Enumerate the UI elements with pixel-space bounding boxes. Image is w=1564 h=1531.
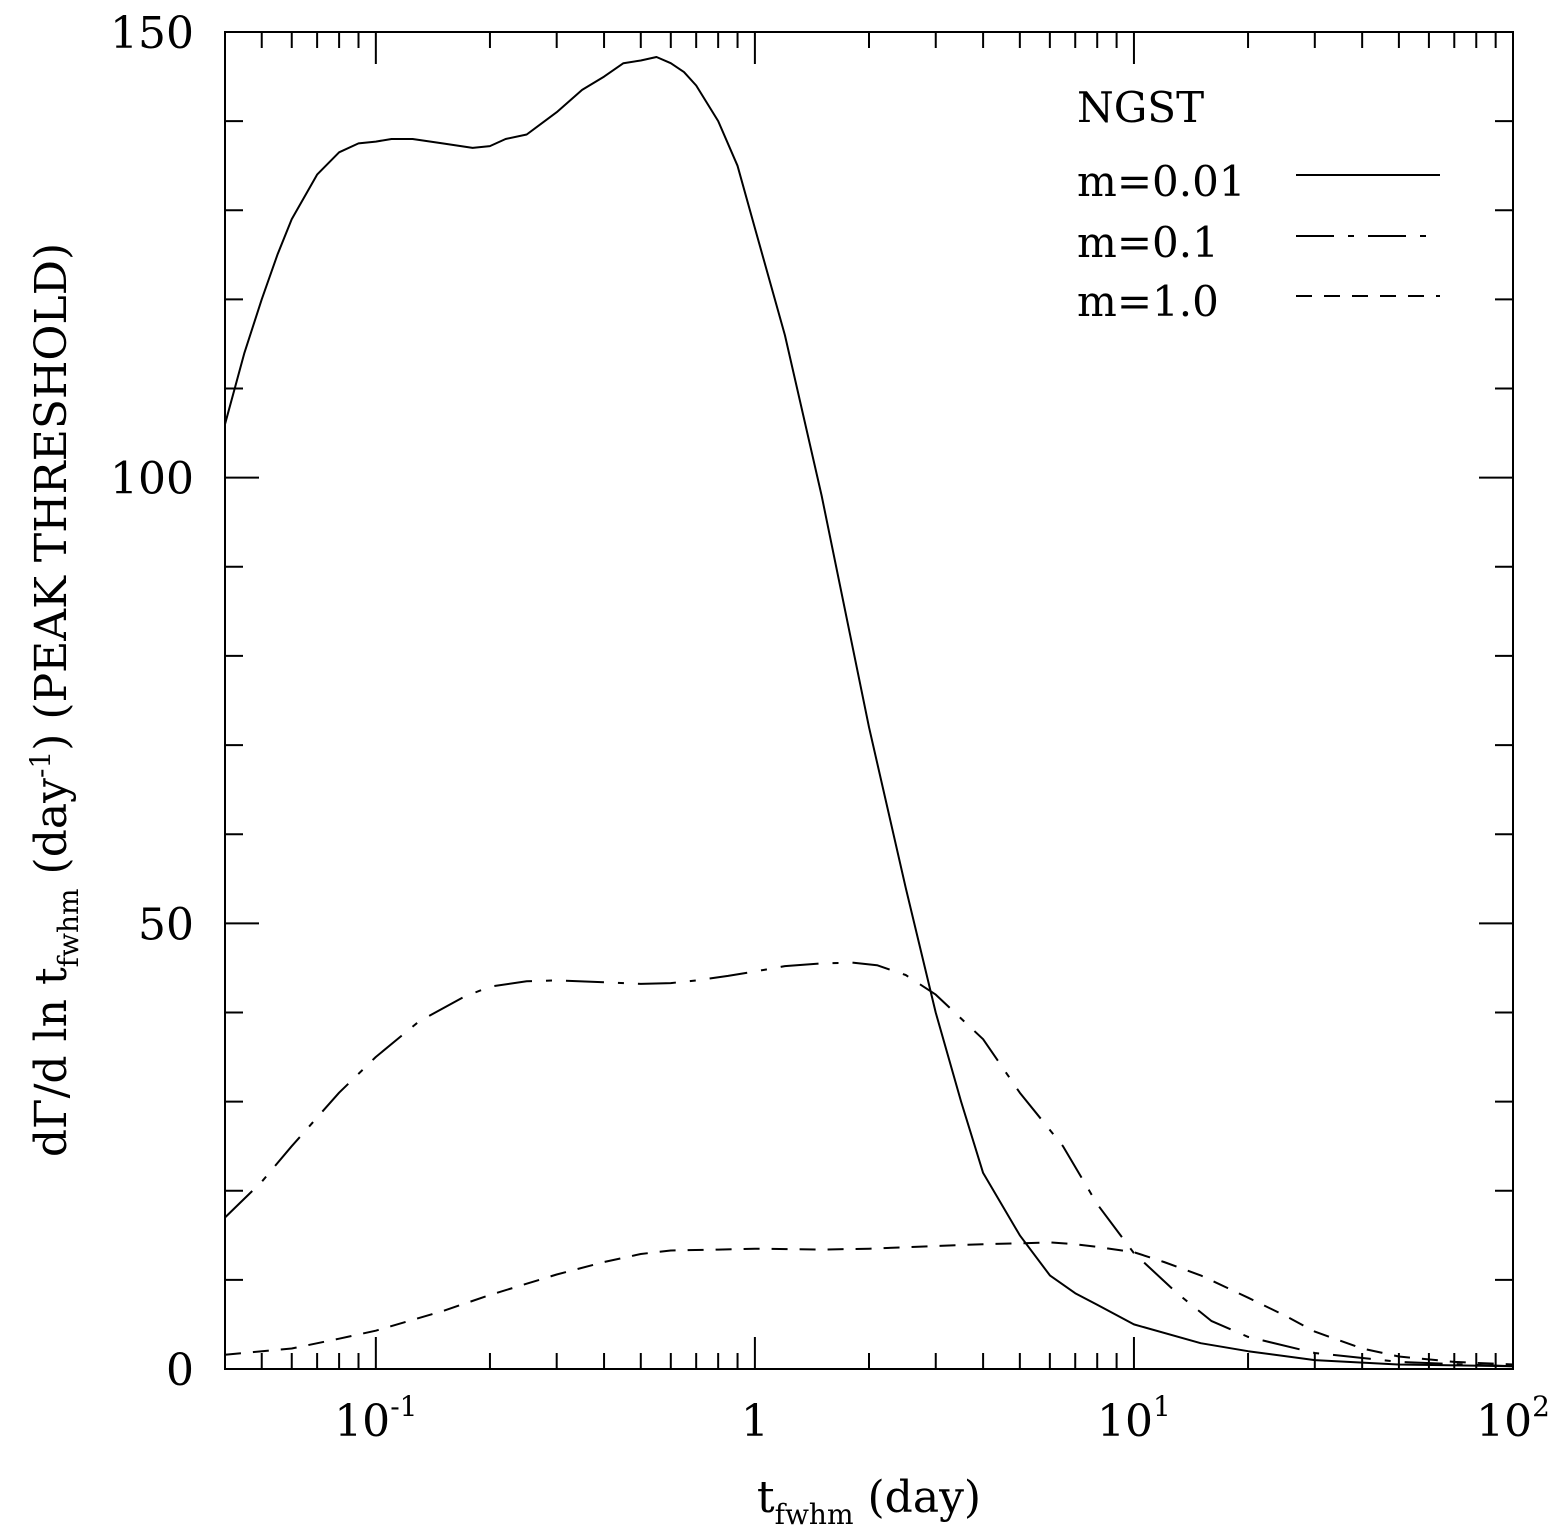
- x-tick-label-base: 10: [1476, 1396, 1532, 1447]
- y-tick-label: 50: [138, 899, 194, 950]
- x-tick-label-exp: 1: [1153, 1390, 1171, 1423]
- y-axis-label: dΓ/d ln tfwhm (day-1) (PEAK THRESHOLD): [24, 243, 85, 1157]
- y-tick-label: 100: [110, 454, 194, 505]
- series-line-1: [224, 961, 1514, 1368]
- x-tick-labels: 10-1 1 101 102: [334, 1390, 1550, 1447]
- series-line-0: [224, 56, 1514, 1368]
- x-tick-label-base: 10: [1097, 1396, 1153, 1447]
- x-axis-label-rest: (day): [854, 1472, 982, 1523]
- x-tick-label: 10-1: [334, 1390, 417, 1447]
- x-tick-label-exp: -1: [390, 1390, 417, 1423]
- series-line-2: [224, 1241, 1514, 1366]
- x-axis-label-sub: fwhm: [775, 1498, 854, 1531]
- minor-ticks: [224, 32, 1513, 1369]
- y-tick-label: 150: [110, 8, 194, 59]
- legend: m=0.01 m=0.1 m=1.0: [1077, 157, 1440, 326]
- legend-label-0: m=0.01: [1077, 157, 1246, 206]
- x-tick-label-base: 1: [741, 1396, 769, 1447]
- y-axis-label-main: dΓ/d ln t: [26, 967, 77, 1157]
- y-axis-label-sup: -1: [24, 751, 57, 778]
- x-tick-label-base: 10: [334, 1396, 390, 1447]
- legend-label-1: m=0.1: [1077, 218, 1219, 267]
- y-axis-label-rest: ) (PEAK THRESHOLD): [26, 243, 77, 751]
- y-axis-label-mid: (day: [26, 778, 77, 889]
- x-tick-label-exp: 2: [1532, 1390, 1550, 1423]
- x-axis-label-main: t: [757, 1472, 775, 1523]
- annotation-ngst: NGST: [1077, 83, 1204, 132]
- y-axis-label-sub: fwhm: [52, 888, 85, 967]
- legend-label-2: m=1.0: [1077, 277, 1219, 326]
- y-tick-labels: 0 50 100 150: [110, 8, 194, 1396]
- major-ticks: [225, 31, 1514, 1370]
- x-tick-label: 101: [1097, 1390, 1171, 1447]
- x-axis-label: tfwhm (day): [757, 1472, 981, 1531]
- plot-frame: [224, 31, 1514, 1370]
- x-tick-label: 1: [741, 1396, 769, 1447]
- x-tick-label: 102: [1476, 1390, 1550, 1447]
- y-tick-label: 0: [166, 1345, 194, 1396]
- series-lines: [224, 56, 1514, 1368]
